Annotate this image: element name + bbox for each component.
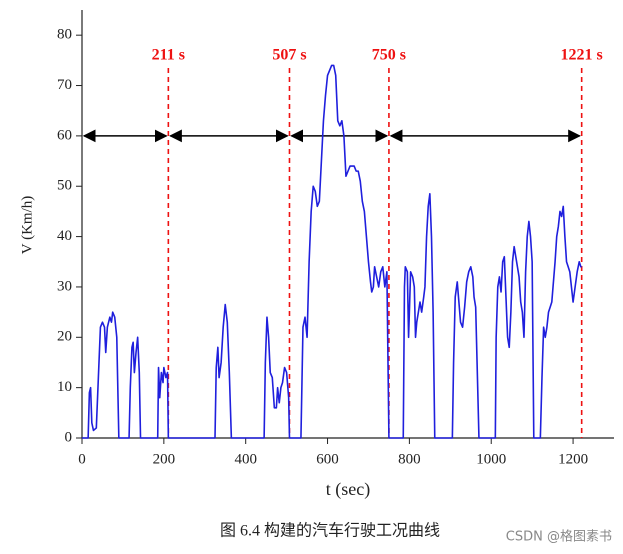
x-axis-label: t (sec) xyxy=(326,479,370,500)
y-tick-label: 0 xyxy=(65,429,73,445)
x-tick-label: 1000 xyxy=(476,451,506,467)
y-tick-label: 10 xyxy=(57,379,72,395)
speed-line xyxy=(82,64,582,439)
x-tick-label: 200 xyxy=(153,451,176,467)
x-tick-label: 600 xyxy=(316,451,339,467)
y-tick-label: 40 xyxy=(57,228,72,244)
x-tick-label: 0 xyxy=(78,451,86,467)
y-tick-label: 60 xyxy=(57,127,72,143)
segment-label: 507 s xyxy=(272,47,306,64)
y-tick-label: 80 xyxy=(57,27,72,43)
segment-label: 1221 s xyxy=(561,47,603,64)
y-tick-label: 30 xyxy=(57,278,72,294)
x-tick-label: 800 xyxy=(398,451,421,467)
watermark: CSDN @格图素书 xyxy=(506,529,612,545)
segment-label: 211 s xyxy=(152,47,185,64)
y-axis-label: V (Km/h) xyxy=(19,196,35,254)
y-tick-label: 70 xyxy=(57,77,72,93)
x-tick-label: 1200 xyxy=(558,451,588,467)
y-tick-label: 20 xyxy=(57,329,72,345)
x-tick-label: 400 xyxy=(234,451,257,467)
segment-label: 750 s xyxy=(372,47,406,64)
y-tick-label: 50 xyxy=(57,178,72,194)
caption: 图 6.4 构建的汽车行驶工况曲线 xyxy=(220,522,440,540)
